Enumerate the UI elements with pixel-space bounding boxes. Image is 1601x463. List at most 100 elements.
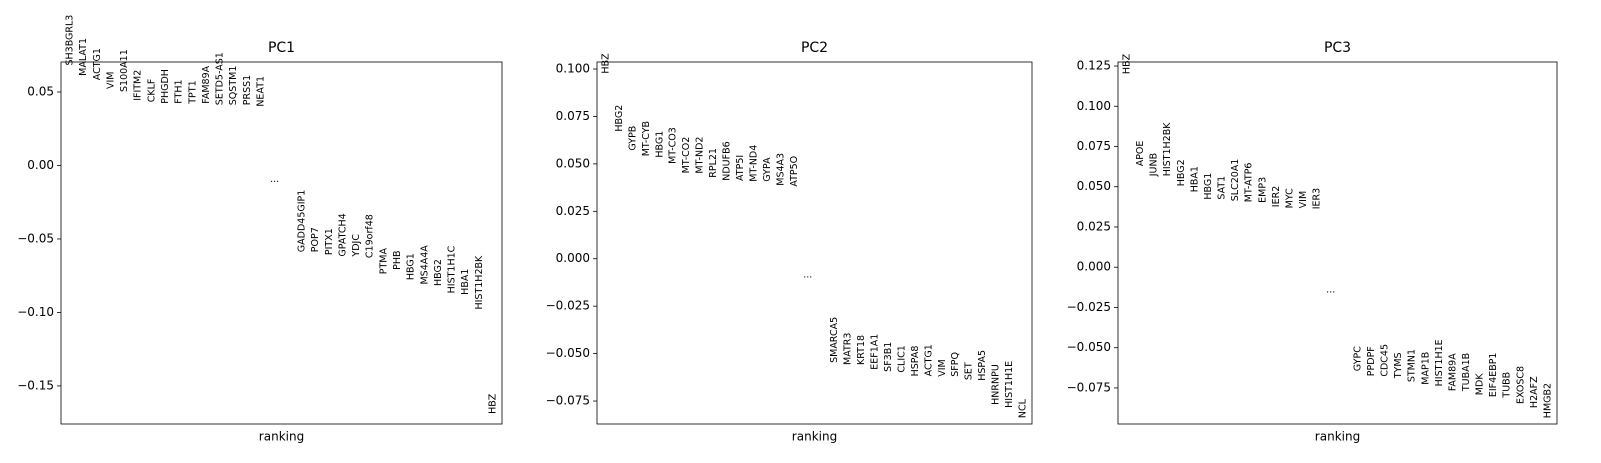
gene-label: HBG1	[1203, 173, 1214, 200]
gene-label: HSPA5	[977, 350, 988, 381]
plot-area	[596, 61, 1033, 425]
plot-area	[60, 61, 503, 425]
gene-label: JUNB	[1149, 153, 1160, 177]
gene-label: MT-CO3	[668, 127, 679, 164]
y-tick-label: 0.025	[1077, 219, 1111, 233]
gene-label: MAP1B	[1420, 352, 1431, 385]
y-tick-label: 0.100	[1077, 99, 1111, 113]
gene-label: MYC	[1284, 188, 1295, 208]
y-tick-label: −0.075	[546, 394, 590, 408]
plot-area	[1117, 61, 1558, 425]
gene-label: HIST1H2BK	[474, 255, 485, 310]
gene-label: TPT1	[187, 80, 198, 104]
gene-label: NDUFB6	[722, 141, 733, 180]
gene-label: GYPB	[627, 126, 638, 151]
x-axis-label: ranking	[792, 430, 837, 444]
y-tick-label: 0.100	[556, 62, 590, 76]
gene-label: NEAT1	[256, 76, 267, 107]
y-tick-label: 0.050	[556, 156, 590, 170]
chart-title: PC3	[1324, 40, 1351, 56]
gene-label: CDC45	[1380, 344, 1391, 377]
gene-label: ACTG1	[923, 344, 934, 376]
gene-label: VIM	[105, 72, 116, 90]
gene-label: TUBB	[1502, 372, 1513, 399]
gene-label: EXOSC8	[1515, 366, 1526, 404]
y-tick-label: 0.000	[556, 251, 590, 265]
gene-label: MT-ND2	[695, 137, 706, 174]
y-tick-label: 0.075	[556, 109, 590, 123]
y-tick-label: −0.075	[1067, 380, 1111, 394]
gene-label: SH3BGRL3	[65, 15, 76, 66]
gene-label: MT-CO2	[681, 137, 692, 174]
gene-label: GYPA	[762, 157, 773, 182]
y-tick-label: 0.000	[1077, 260, 1111, 274]
y-tick-label: −0.05	[17, 231, 54, 245]
gene-label: HBG2	[614, 105, 625, 132]
gene-label: HBZ	[1122, 53, 1133, 74]
y-tick-label: 0.05	[27, 84, 54, 98]
gene-label: SQSTM1	[228, 66, 239, 106]
gene-label: VIM	[1298, 191, 1309, 209]
y-tick-label: −0.10	[17, 305, 54, 319]
gene-label: EIF4EBP1	[1488, 353, 1499, 398]
gene-label: HBA1	[1189, 166, 1200, 192]
gene-label: CKLF	[146, 79, 157, 103]
gene-label: IFITM2	[133, 70, 144, 101]
gene-label: PPDPF	[1366, 346, 1377, 376]
gene-label: PITX1	[324, 228, 335, 255]
gene-label: HIST1H2BK	[1162, 122, 1173, 177]
gene-label: HSPA8	[910, 346, 921, 377]
gene-label: NCL	[1018, 398, 1029, 418]
gene-label: YDJC	[351, 234, 362, 258]
x-axis-label: ranking	[1315, 430, 1360, 444]
gene-label: STMN1	[1407, 349, 1418, 382]
gene-label: KRT18	[856, 335, 867, 365]
gene-label: GPATCH4	[337, 213, 348, 256]
gene-label: SF3B1	[883, 342, 894, 372]
gene-label: APOE	[1135, 141, 1146, 167]
gene-label: MT-CYB	[641, 121, 652, 156]
gene-label: PHB	[392, 250, 403, 269]
gene-label: MS4A4A	[419, 245, 430, 285]
gene-label: ATP5I	[735, 155, 746, 181]
gene-label: EMP3	[1257, 177, 1268, 203]
gene-label: MS4A3	[775, 153, 786, 186]
x-axis-label: ranking	[259, 430, 304, 444]
gene-label: MDK	[1475, 373, 1486, 396]
ellipsis: ...	[270, 174, 279, 185]
gene-label: HBG2	[433, 259, 444, 286]
gene-label: IER3	[1312, 188, 1323, 209]
gene-label: HIST1H1E	[1434, 339, 1445, 386]
gene-label: RPL21	[708, 148, 719, 178]
gene-label: S100A11	[119, 49, 130, 92]
gene-label: C19orf48	[365, 214, 376, 258]
y-tick-label: −0.025	[1067, 300, 1111, 314]
gene-label: SLC20A1	[1230, 159, 1241, 202]
gene-label: SET	[964, 362, 975, 380]
gene-label: CLIC1	[896, 345, 907, 372]
gene-label: ATP5O	[789, 156, 800, 187]
gene-label: GADD45GIP1	[296, 190, 307, 253]
ellipsis: ...	[803, 269, 812, 280]
gene-label: TYMS	[1393, 352, 1404, 379]
gene-label: HBA1	[460, 269, 471, 295]
y-tick-label: 0.025	[556, 204, 590, 218]
chart-title: PC1	[268, 40, 295, 56]
gene-label: GYPC	[1352, 346, 1363, 371]
gene-label: VIM	[937, 359, 948, 377]
gene-label: MATR3	[843, 333, 854, 365]
gene-label: HBZ	[488, 393, 499, 414]
gene-label: FTH1	[174, 79, 185, 103]
gene-label: SAT1	[1217, 176, 1228, 200]
gene-label: PRSS1	[242, 75, 253, 105]
ellipsis: ...	[1326, 285, 1335, 296]
gene-label: HBG1	[406, 253, 417, 280]
gene-label: HBG2	[1176, 159, 1187, 186]
gene-label: HBZ	[601, 53, 612, 74]
y-tick-label: 0.075	[1077, 139, 1111, 153]
gene-label: HIST1H1C	[447, 245, 458, 293]
chart-title: PC2	[801, 40, 828, 56]
gene-label: PTMA	[378, 248, 389, 275]
gene-label: FAM89A	[201, 65, 212, 103]
